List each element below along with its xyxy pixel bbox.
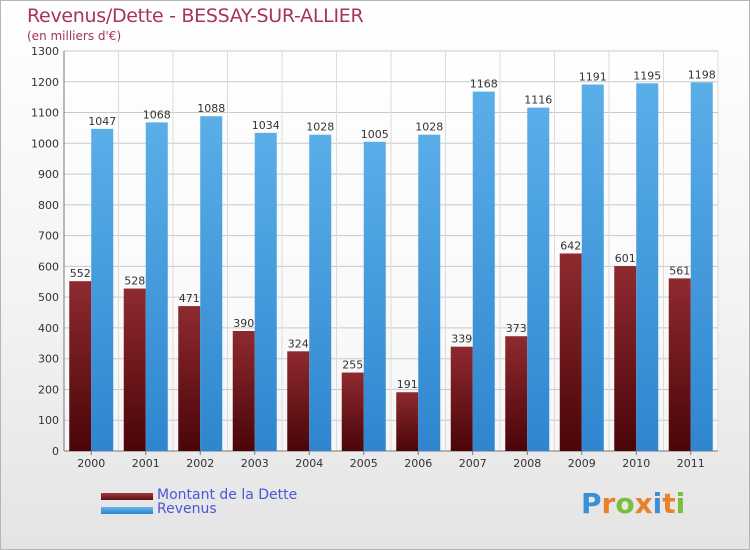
x-tick-label: 2003 [241, 457, 269, 470]
data-label-dette: 528 [124, 275, 145, 288]
data-label-revenus: 1047 [88, 115, 116, 128]
y-tick-label: 300 [38, 353, 59, 366]
bar-dette [341, 372, 364, 451]
data-label-dette: 471 [179, 292, 200, 305]
y-tick-label: 700 [38, 230, 59, 243]
bar-dette [69, 281, 92, 451]
x-tick-label: 2006 [404, 457, 432, 470]
proxiti-logo: Proxiti [581, 487, 685, 520]
logo-letter: i [652, 487, 663, 520]
bar-dette [396, 392, 419, 451]
bar-dette [232, 331, 255, 451]
data-label-dette: 642 [560, 239, 581, 252]
y-tick-label: 500 [38, 291, 59, 304]
x-tick-label: 2011 [677, 457, 705, 470]
bar-revenus [472, 91, 495, 451]
x-tick-label: 2001 [132, 457, 160, 470]
data-label-revenus: 1116 [524, 94, 552, 107]
bar-dette [559, 253, 582, 451]
x-tick-label: 2004 [295, 457, 323, 470]
y-tick-label: 0 [52, 445, 59, 458]
bar-revenus [363, 141, 386, 451]
bar-dette [178, 306, 201, 451]
y-tick-label: 600 [38, 260, 59, 273]
y-tick-label: 1300 [31, 45, 59, 58]
logo-letter: r [601, 487, 616, 520]
data-label-revenus: 1005 [361, 128, 389, 141]
bar-dette [505, 336, 528, 451]
legend-label-dette: Montant de la Dette [157, 487, 298, 503]
y-tick-label: 100 [38, 414, 59, 427]
bar-revenus [527, 107, 550, 451]
chart-title: Revenus/Dette - BESSAY-SUR-ALLIER [27, 5, 364, 27]
x-tick-label: 2007 [459, 457, 487, 470]
data-label-dette: 191 [397, 378, 418, 391]
logo-letter: o [615, 487, 635, 520]
y-tick-label: 800 [38, 199, 59, 212]
y-tick-label: 1000 [31, 137, 59, 150]
legend-swatch-dette [101, 493, 153, 500]
logo-letter: x [634, 487, 653, 520]
data-label-revenus: 1168 [470, 78, 498, 91]
bar-dette [450, 346, 473, 451]
x-tick-label: 2010 [622, 457, 650, 470]
bar-dette [614, 266, 637, 451]
data-label-dette: 373 [506, 322, 527, 335]
bar-dette [123, 288, 146, 451]
legend-swatch-revenus [101, 507, 153, 514]
data-label-dette: 339 [451, 333, 472, 346]
y-tick-label: 900 [38, 168, 59, 181]
bar-revenus [145, 122, 168, 451]
logo-letter: t [662, 487, 676, 520]
data-label-revenus: 1068 [143, 108, 171, 121]
x-tick-label: 2002 [186, 457, 214, 470]
data-label-dette: 324 [288, 337, 309, 350]
bar-revenus [200, 116, 223, 451]
data-label-dette: 552 [70, 267, 91, 280]
logo-letter: P [581, 487, 602, 520]
x-tick-label: 2009 [568, 457, 596, 470]
x-tick-label: 2000 [77, 457, 105, 470]
data-label-revenus: 1088 [197, 102, 225, 115]
data-label-revenus: 1198 [688, 68, 716, 81]
data-label-revenus: 1028 [415, 121, 443, 134]
bar-revenus [581, 84, 604, 452]
bar-dette [668, 278, 691, 451]
bar-revenus [690, 82, 713, 451]
data-label-revenus: 1191 [579, 71, 607, 84]
bar-revenus [91, 128, 114, 451]
bar-revenus [636, 83, 659, 452]
y-tick-label: 1100 [31, 107, 59, 120]
chart-subtitle: (en milliers d'€) [27, 29, 122, 43]
data-label-revenus: 1034 [252, 119, 280, 132]
legend-label-revenus: Revenus [157, 501, 217, 517]
bar-revenus [254, 132, 277, 451]
bar-dette [287, 351, 310, 451]
data-label-dette: 601 [615, 252, 636, 265]
logo-letter: i [675, 487, 686, 520]
data-label-revenus: 1028 [306, 121, 334, 134]
y-tick-label: 1200 [31, 76, 59, 89]
y-tick-label: 200 [38, 383, 59, 396]
bar-revenus [418, 134, 441, 451]
data-label-dette: 255 [342, 359, 363, 372]
x-tick-label: 2005 [350, 457, 378, 470]
data-label-dette: 561 [669, 264, 690, 277]
data-label-revenus: 1195 [633, 69, 661, 82]
x-tick-label: 2008 [513, 457, 541, 470]
data-label-dette: 390 [233, 317, 254, 330]
bar-revenus [309, 134, 332, 451]
y-tick-label: 400 [38, 322, 59, 335]
